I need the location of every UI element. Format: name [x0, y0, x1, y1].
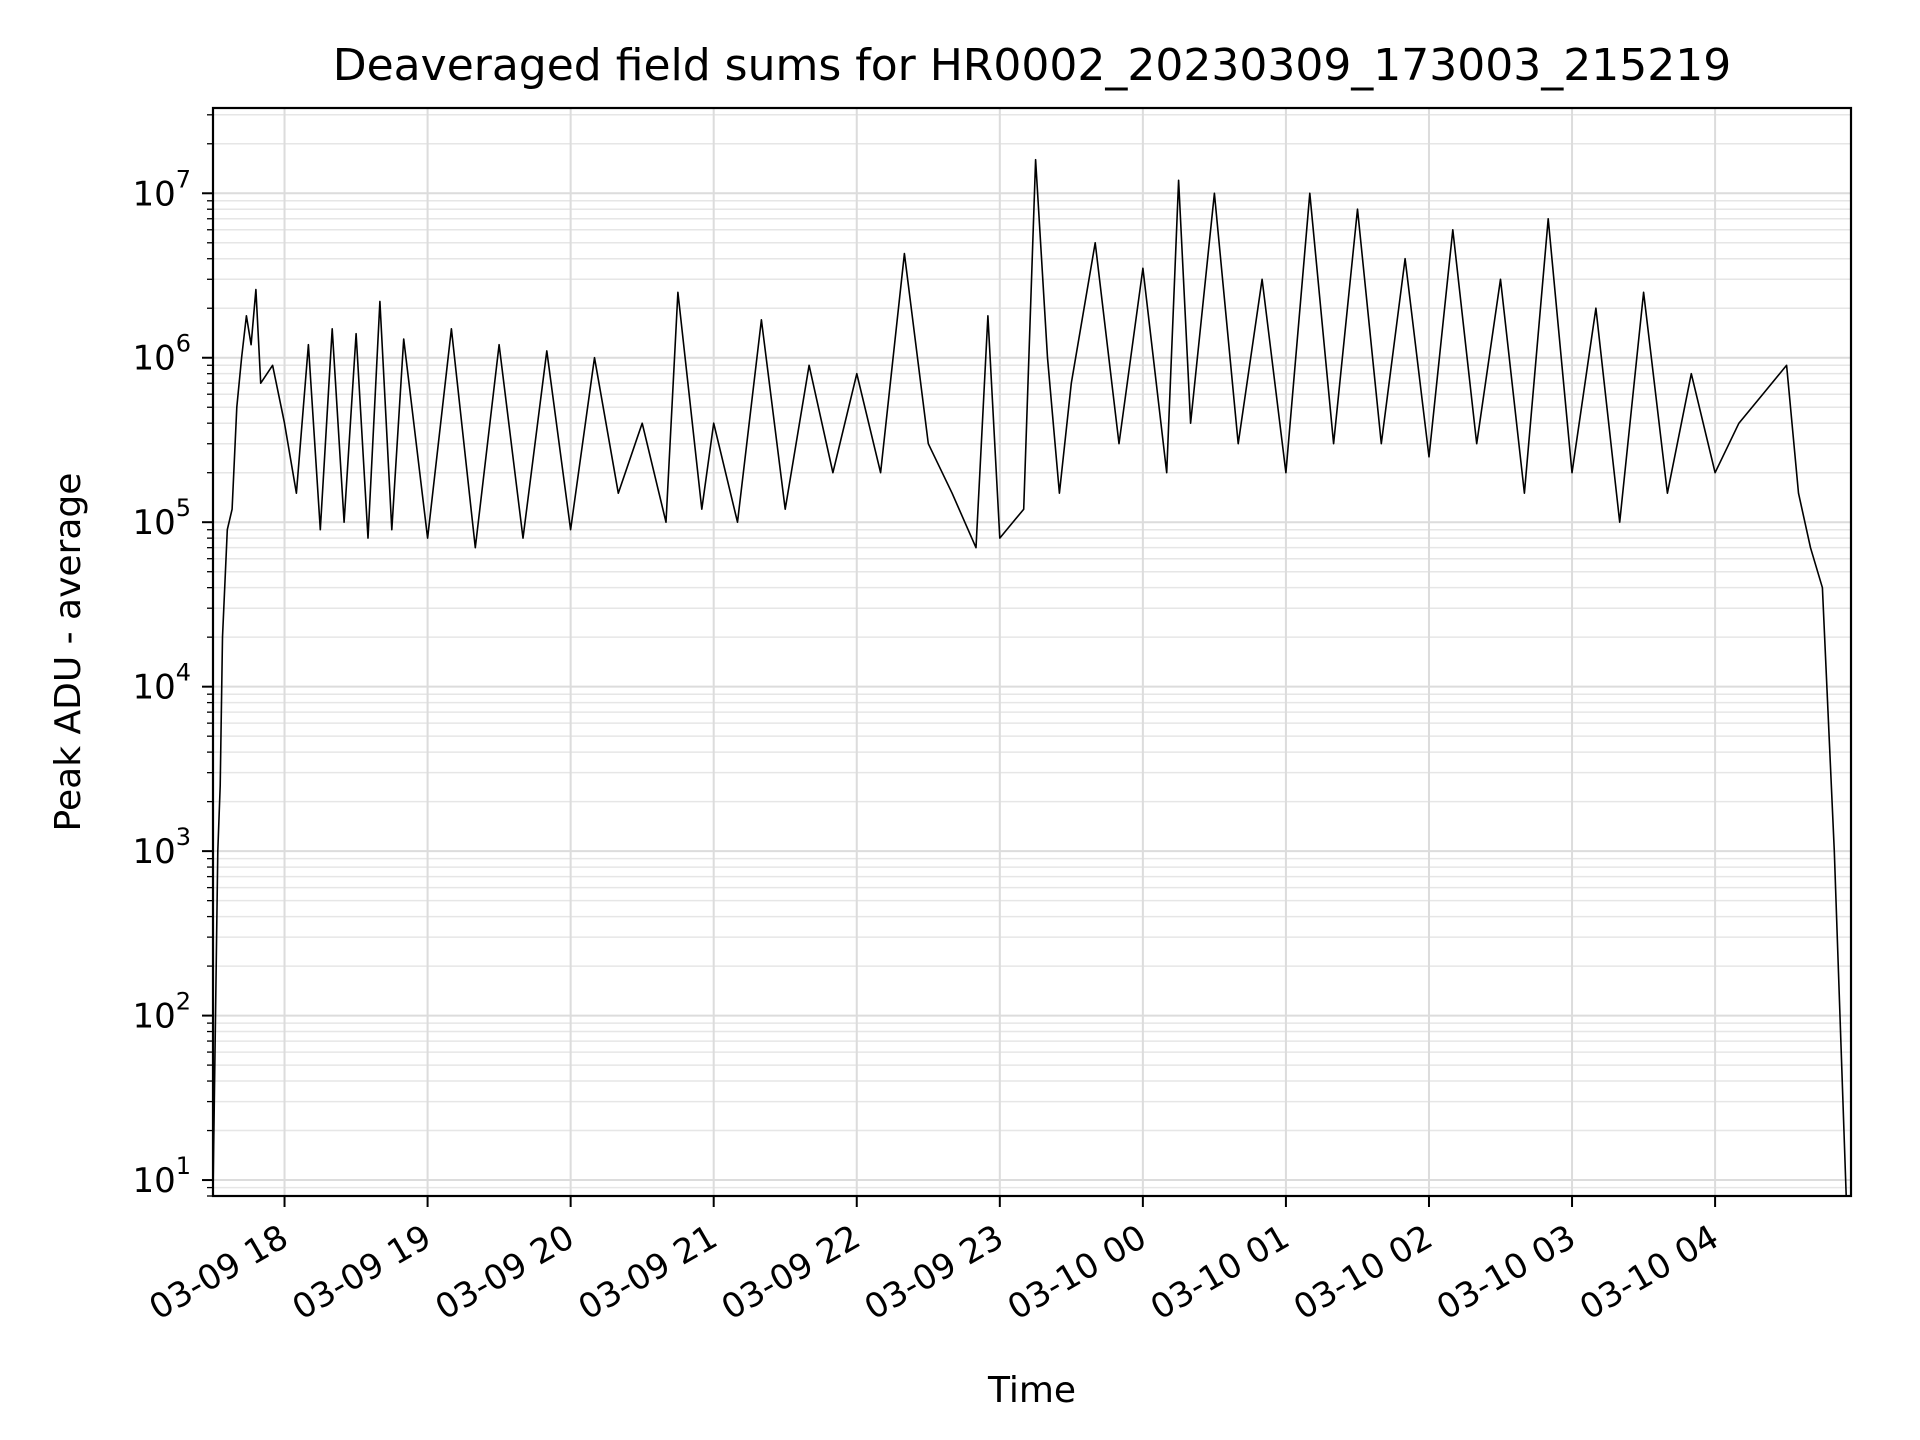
- y-tick-label: 104: [132, 659, 191, 708]
- y-axis-label: Peak ADU - average: [48, 473, 89, 832]
- x-axis-label: Time: [987, 1370, 1076, 1411]
- plot-frame: [211, 106, 1853, 1198]
- chart-title: Deaveraged field sums for HR0002_2023030…: [333, 40, 1732, 91]
- y-tick-label: 105: [132, 494, 191, 543]
- grid: [213, 108, 1851, 1197]
- y-tick-label: 101: [132, 1152, 191, 1201]
- y-tick-label: 106: [132, 330, 191, 379]
- y-tick-label: 107: [132, 165, 191, 214]
- series-line: [213, 158, 1847, 1196]
- y-tick-label: 103: [132, 823, 191, 872]
- y-tick-label: 102: [132, 988, 191, 1037]
